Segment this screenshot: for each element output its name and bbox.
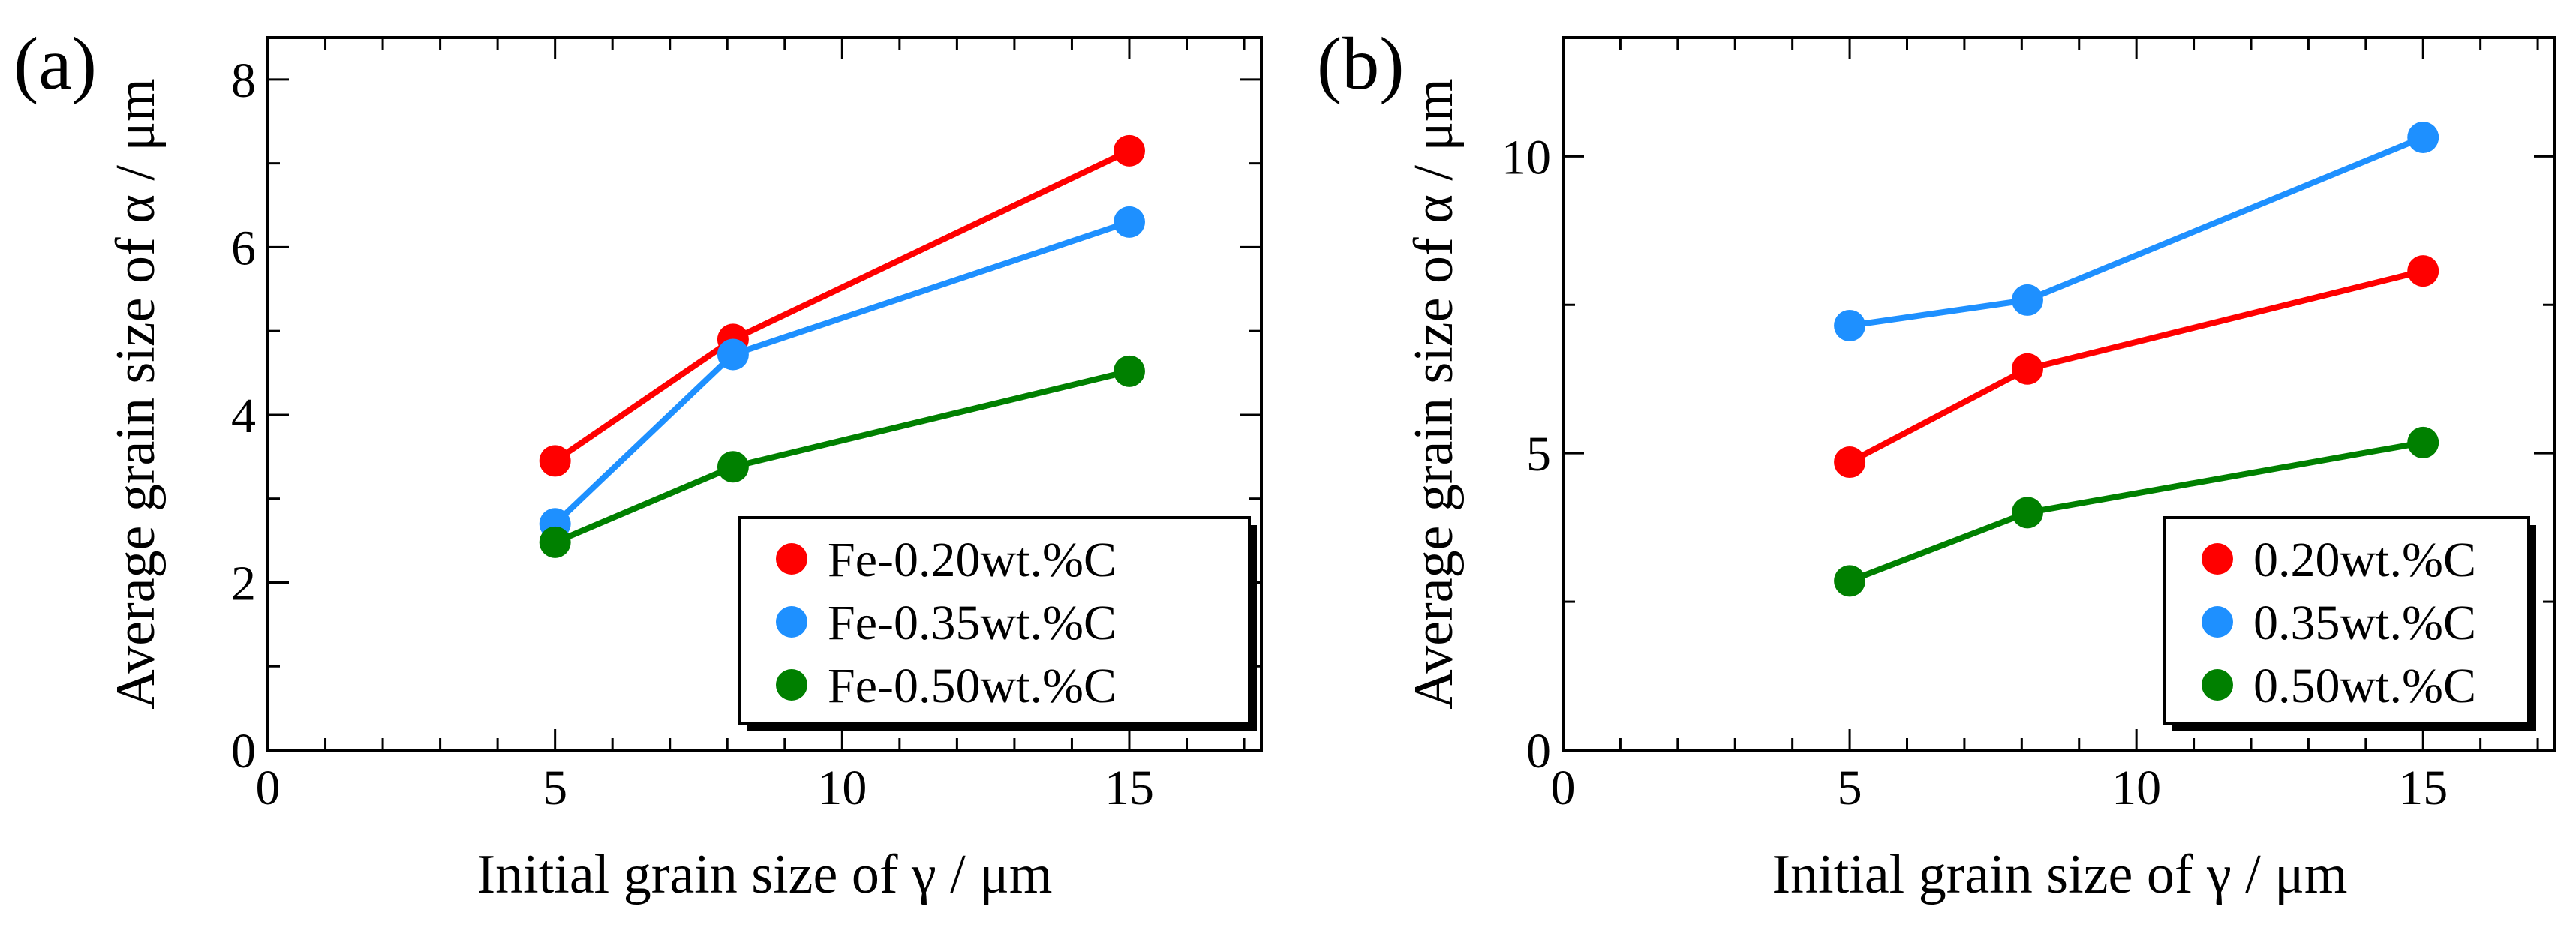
x-tick-label: 5 xyxy=(543,761,567,815)
panel-label: (b) xyxy=(1317,22,1405,105)
series-line xyxy=(1848,268,2424,465)
legend-marker xyxy=(2202,669,2233,701)
legend-label: 0.20wt.%C xyxy=(2253,533,2476,587)
plot-frame xyxy=(1562,36,2556,752)
series-line xyxy=(553,148,1131,464)
legend-marker xyxy=(776,606,807,638)
data-point xyxy=(717,338,749,371)
legend-marker xyxy=(776,543,807,575)
data-point xyxy=(539,445,571,477)
data-point xyxy=(539,526,571,558)
series-line xyxy=(1849,134,2424,329)
y-tick-label: 4 xyxy=(231,389,256,443)
plot-frame xyxy=(266,36,1263,752)
x-tick-label: 10 xyxy=(817,761,867,815)
legend-label: 0.35wt.%C xyxy=(2253,596,2476,650)
x-tick-label: 5 xyxy=(1838,761,1862,815)
y-tick-label: 2 xyxy=(231,556,256,611)
data-point xyxy=(2011,497,2043,529)
y-tick-label: 0 xyxy=(231,724,256,779)
chart-panel-a: (a) 0 2 4 6 8 0 5 10 15 Initial grain size of γ / … xyxy=(14,22,1263,905)
legend-marker xyxy=(2202,606,2233,638)
y-tick-label: 6 xyxy=(231,221,256,275)
legend-label: Fe-0.35wt.%C xyxy=(828,596,1117,650)
legend-marker xyxy=(776,669,807,701)
x-tick-label: 10 xyxy=(2112,761,2161,815)
data-point xyxy=(2407,255,2439,287)
chart-panel-b: (b) 0 5 10 0 5 10 15 Initial grain size of γ / μ… xyxy=(1317,22,2556,905)
legend-label: 0.50wt.%C xyxy=(2253,659,2476,713)
x-tick-label: 0 xyxy=(256,761,281,815)
y-axis-label: Average grain size of α / μm xyxy=(1403,78,1465,709)
data-point xyxy=(1834,309,1866,341)
data-point xyxy=(2011,353,2043,385)
data-point xyxy=(1113,206,1145,238)
series-line xyxy=(552,219,1131,527)
legend-label: Fe-0.20wt.%C xyxy=(828,533,1117,587)
data-point xyxy=(1834,565,1866,597)
y-tick-label: 8 xyxy=(231,53,256,108)
y-tick-label: 0 xyxy=(1526,724,1551,779)
x-axis-label: Initial grain size of γ / μm xyxy=(1772,844,2348,905)
y-tick-label: 5 xyxy=(1526,427,1551,482)
x-tick-label: 15 xyxy=(2398,761,2448,815)
data-point xyxy=(2407,426,2439,458)
data-point xyxy=(1834,446,1866,479)
data-point xyxy=(1113,134,1145,167)
data-point xyxy=(2407,122,2439,153)
legend-box xyxy=(738,516,1251,725)
data-point xyxy=(717,451,749,483)
y-tick-label: 10 xyxy=(1501,130,1551,185)
data-point xyxy=(2011,284,2043,316)
legend-label: Fe-0.50wt.%C xyxy=(828,659,1117,713)
x-axis-label: Initial grain size of γ / μm xyxy=(477,844,1053,905)
x-tick-label: 15 xyxy=(1105,761,1154,815)
panel-label: (a) xyxy=(14,22,97,105)
data-point xyxy=(1113,355,1145,387)
x-tick-label: 0 xyxy=(1551,761,1576,815)
y-axis-label: Average grain size of α / μm xyxy=(105,78,167,709)
legend-marker xyxy=(2202,543,2233,575)
